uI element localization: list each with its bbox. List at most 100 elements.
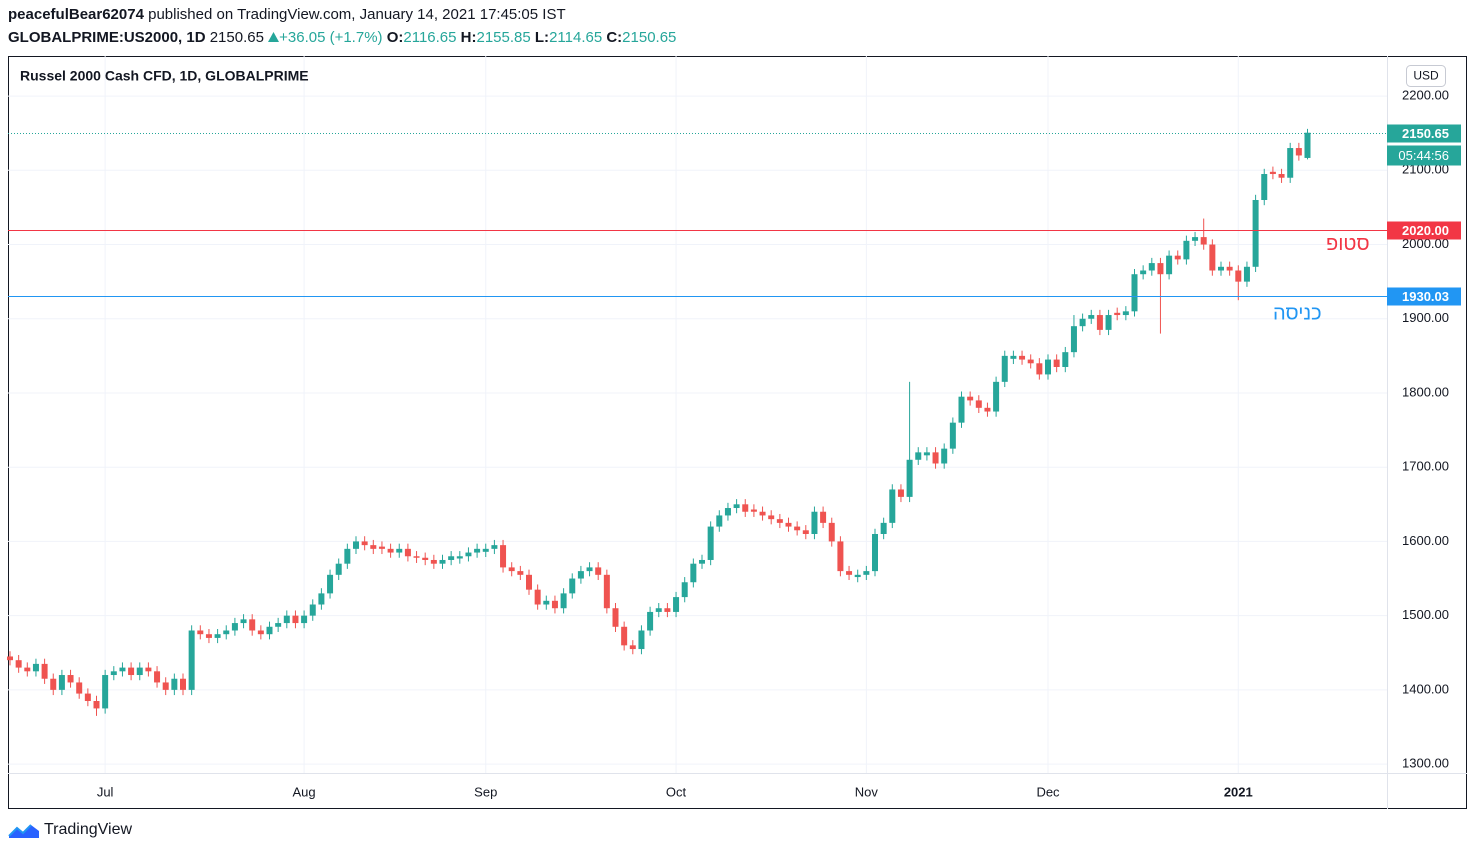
candle-body bbox=[240, 619, 247, 624]
price-tag-label: 1930.03 bbox=[1402, 289, 1449, 304]
user: peacefulBear62074 bbox=[8, 6, 144, 23]
candle-body bbox=[1019, 355, 1026, 360]
candle-body bbox=[84, 693, 91, 702]
chart-title: Russel 2000 Cash CFD, 1D, GLOBALPRIME bbox=[20, 68, 309, 84]
annotation: כניסה bbox=[1273, 303, 1322, 325]
y-tick-label: 2200.00 bbox=[1402, 88, 1449, 103]
candle-body bbox=[560, 593, 567, 609]
last-price-label: 2150.65 bbox=[1402, 126, 1449, 141]
candle-body bbox=[205, 634, 212, 638]
candle-body bbox=[353, 541, 359, 549]
candle-body bbox=[724, 508, 731, 516]
candle-body bbox=[32, 663, 39, 672]
candle-body bbox=[551, 600, 558, 609]
candle-body bbox=[413, 556, 420, 558]
candle-body bbox=[915, 452, 922, 460]
candle-body bbox=[603, 574, 610, 609]
candle-body bbox=[1070, 326, 1077, 353]
y-tick-label: 1600.00 bbox=[1402, 533, 1449, 548]
chart-frame bbox=[8, 56, 1467, 809]
candle-body bbox=[949, 422, 956, 449]
footer: TradingView bbox=[8, 820, 132, 840]
candle-body bbox=[880, 522, 887, 534]
candle-body bbox=[335, 563, 342, 575]
x-tick-label: Sep bbox=[474, 784, 497, 799]
candle-body bbox=[1027, 359, 1034, 364]
candle-body bbox=[967, 396, 974, 401]
candle-body bbox=[699, 559, 705, 564]
candle-body bbox=[742, 504, 749, 512]
y-tick-label: 1300.00 bbox=[1402, 756, 1449, 771]
candle-body bbox=[768, 515, 775, 520]
candle-body bbox=[811, 511, 818, 534]
ohlc-value: 2114.65 bbox=[549, 29, 603, 46]
ohlc-label: H: bbox=[460, 29, 477, 46]
candle-body bbox=[50, 678, 57, 690]
candle-body bbox=[7, 656, 13, 661]
candle-body bbox=[1105, 315, 1112, 330]
logo-icon bbox=[8, 824, 39, 838]
candle-body bbox=[223, 630, 230, 635]
candle-body bbox=[491, 545, 498, 549]
candle-body bbox=[854, 574, 861, 578]
y-tick-label: 1400.00 bbox=[1402, 681, 1449, 696]
candle-body bbox=[378, 546, 385, 549]
candle-body bbox=[344, 548, 351, 564]
candle-body bbox=[612, 608, 619, 627]
candle-body bbox=[1252, 199, 1259, 267]
price-tag-label: 2020.00 bbox=[1402, 223, 1449, 238]
candle-body bbox=[404, 548, 411, 557]
candle-body bbox=[24, 667, 31, 672]
candle-body bbox=[327, 574, 334, 594]
candle-body bbox=[733, 504, 740, 509]
candle-body bbox=[872, 534, 878, 572]
candle-body bbox=[171, 678, 178, 690]
candle-body bbox=[508, 567, 515, 572]
candle-body bbox=[102, 675, 109, 709]
candle-body bbox=[595, 567, 602, 575]
candle-body bbox=[1287, 148, 1294, 178]
candle-body bbox=[1053, 359, 1060, 367]
candle-body bbox=[309, 604, 316, 616]
candle-body bbox=[543, 600, 550, 605]
candle-body bbox=[889, 489, 896, 523]
header-line: GLOBALPRIME:US2000, 1D 2150.65 +36.05 (+… bbox=[8, 29, 676, 46]
candle-body bbox=[430, 559, 437, 564]
candle-body bbox=[750, 509, 757, 512]
y-tick-label: 1800.00 bbox=[1402, 384, 1449, 399]
candle-body bbox=[422, 557, 429, 560]
candle-body bbox=[231, 623, 238, 631]
header-line: peacefulBear62074 published on TradingVi… bbox=[8, 6, 566, 23]
candle-body bbox=[621, 626, 628, 646]
candle-body bbox=[119, 667, 126, 672]
candle-body bbox=[188, 630, 195, 690]
chart: Russel 2000 Cash CFD, 1D, GLOBALPRIME US… bbox=[7, 56, 1467, 809]
ohlc-label: L: bbox=[534, 29, 550, 46]
last: 2150.65 bbox=[209, 29, 264, 46]
x-tick-label: Jul bbox=[97, 784, 114, 799]
candle-body bbox=[465, 552, 472, 557]
candle-body bbox=[1036, 363, 1043, 375]
candle-body bbox=[707, 526, 714, 560]
up-arrow bbox=[268, 32, 280, 42]
candle-body bbox=[1243, 266, 1250, 282]
candle-body bbox=[846, 571, 853, 575]
candle-body bbox=[534, 589, 541, 605]
candle-body bbox=[15, 660, 22, 668]
candle-body bbox=[1001, 355, 1008, 382]
candle-body bbox=[638, 630, 645, 650]
x-tick-label: Aug bbox=[293, 784, 316, 799]
candle-body bbox=[828, 522, 835, 542]
symbol: GLOBALPRIME:US2000, 1D bbox=[8, 29, 206, 46]
x-tick-label: Dec bbox=[1036, 784, 1060, 799]
candle-body bbox=[1166, 255, 1173, 275]
candle-body bbox=[214, 634, 221, 638]
candle-body bbox=[820, 511, 827, 523]
candle-body bbox=[439, 559, 446, 564]
candle-body bbox=[1088, 315, 1095, 319]
candle-body bbox=[716, 515, 723, 527]
candle-body bbox=[249, 619, 256, 631]
last-price-tag bbox=[1387, 124, 1461, 143]
ohlc-value: 2116.65 bbox=[403, 29, 457, 46]
